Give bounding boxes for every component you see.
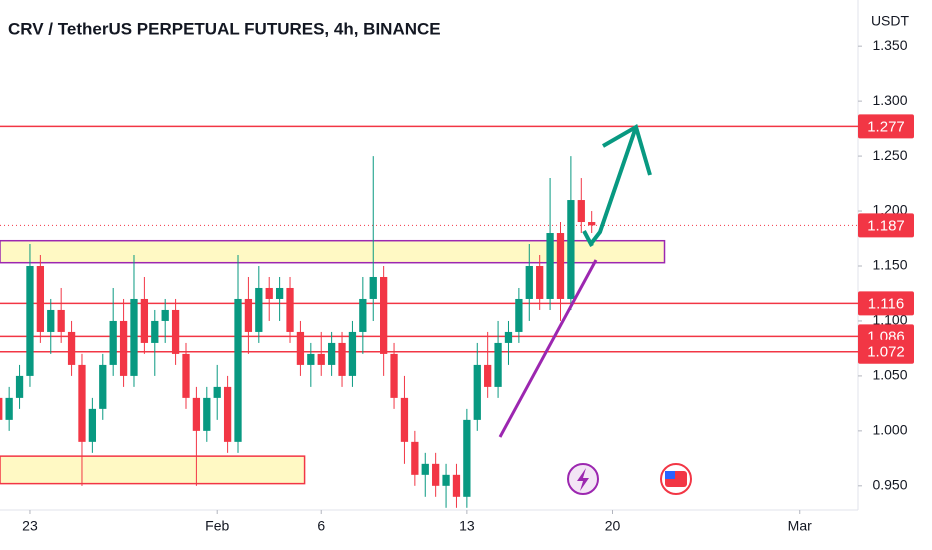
candle-body bbox=[317, 353, 325, 365]
candle-body bbox=[151, 320, 159, 343]
x-tick-label: 13 bbox=[459, 518, 475, 534]
candle-body bbox=[223, 386, 232, 442]
candle-body bbox=[348, 331, 357, 376]
candle-body bbox=[88, 408, 97, 442]
unit-bg bbox=[862, 10, 922, 36]
price-label: 1.187 bbox=[867, 217, 905, 234]
y-tick-label: 1.250 bbox=[872, 147, 907, 163]
y-tick-label: 1.100 bbox=[872, 312, 907, 328]
candle-body bbox=[515, 298, 523, 332]
candle-body bbox=[161, 309, 169, 321]
candle-body bbox=[213, 386, 221, 398]
candle-body bbox=[400, 397, 409, 442]
candle-body bbox=[47, 309, 55, 332]
zone bbox=[0, 239, 666, 264]
price-label-bg bbox=[858, 291, 914, 316]
candle-body bbox=[26, 265, 34, 376]
candle-body bbox=[452, 474, 461, 497]
candle-body bbox=[130, 298, 138, 376]
title-bg bbox=[0, 14, 395, 46]
candle-body bbox=[296, 331, 305, 365]
candle-body bbox=[556, 233, 565, 299]
y-axis-label: USDT bbox=[871, 13, 910, 29]
candle-body bbox=[109, 320, 117, 365]
price-label: 1.116 bbox=[868, 295, 904, 312]
candle-body bbox=[99, 364, 107, 409]
candle-body bbox=[494, 342, 502, 387]
zone bbox=[0, 455, 306, 485]
candle-body bbox=[567, 200, 575, 299]
candle-body bbox=[411, 441, 419, 475]
x-tick-label: 20 bbox=[605, 518, 621, 534]
candle-body bbox=[244, 298, 253, 332]
candle-body bbox=[525, 265, 533, 299]
candle-body bbox=[484, 364, 492, 387]
candle-body bbox=[390, 353, 398, 398]
arrow-head bbox=[602, 123, 652, 176]
trend-line bbox=[498, 259, 598, 438]
chart-title: CRV / TetherUS PERPETUAL FUTURES, 4h, BI… bbox=[8, 19, 441, 38]
candle-body bbox=[473, 364, 481, 420]
candle-body bbox=[140, 298, 149, 343]
candle-body bbox=[0, 397, 3, 420]
candle-body bbox=[171, 309, 180, 354]
candle-body bbox=[203, 397, 211, 431]
price-label-bg bbox=[858, 339, 914, 364]
y-tick-label: 1.350 bbox=[872, 37, 907, 53]
candle-body bbox=[421, 463, 429, 475]
candle-body bbox=[536, 265, 544, 299]
candle-body bbox=[36, 265, 45, 332]
candle-body bbox=[504, 331, 513, 343]
candle-body bbox=[275, 287, 284, 299]
y-tick-label: 1.050 bbox=[872, 367, 907, 383]
y-tick-label: 1.000 bbox=[872, 422, 907, 438]
candle-body bbox=[265, 287, 273, 299]
arrow-path bbox=[588, 126, 638, 247]
candle-body bbox=[380, 276, 388, 354]
candle-body bbox=[588, 222, 596, 226]
lightning-icon bbox=[577, 468, 589, 491]
candle-body bbox=[369, 276, 377, 299]
candle-body bbox=[234, 298, 242, 442]
flag-icon bbox=[665, 471, 675, 479]
arrow-path bbox=[582, 230, 594, 247]
y-tick-label: 1.300 bbox=[872, 92, 907, 108]
candle-body bbox=[57, 309, 65, 332]
price-label-bg bbox=[858, 114, 914, 139]
candle-body bbox=[463, 419, 471, 497]
candle-body bbox=[67, 331, 76, 365]
candle-body bbox=[338, 342, 346, 376]
price-label: 1.277 bbox=[867, 118, 905, 135]
x-tick-label: 6 bbox=[317, 518, 325, 534]
candle-body bbox=[432, 463, 440, 486]
candle-body bbox=[182, 353, 190, 398]
x-tick-label: 23 bbox=[22, 518, 38, 534]
candle-body bbox=[546, 233, 554, 299]
candle-body bbox=[359, 298, 367, 332]
price-label: 1.072 bbox=[867, 344, 905, 361]
candle-body bbox=[5, 397, 13, 420]
candle-body bbox=[78, 364, 86, 442]
price-label-bg bbox=[858, 213, 914, 238]
candle-body bbox=[192, 397, 201, 431]
x-tick-label: Mar bbox=[788, 518, 812, 534]
y-tick-label: 1.150 bbox=[872, 257, 907, 273]
candle-body bbox=[327, 342, 336, 365]
candle-body bbox=[442, 474, 450, 486]
event-icons bbox=[567, 463, 692, 495]
candle-body bbox=[255, 287, 263, 332]
candle-body bbox=[286, 287, 294, 332]
x-tick-label: Feb bbox=[205, 518, 229, 534]
y-tick-label: 0.950 bbox=[872, 477, 907, 493]
candle-body bbox=[307, 353, 315, 365]
candle-body bbox=[15, 375, 24, 398]
candle-body bbox=[577, 200, 585, 223]
candle-body bbox=[119, 320, 128, 376]
